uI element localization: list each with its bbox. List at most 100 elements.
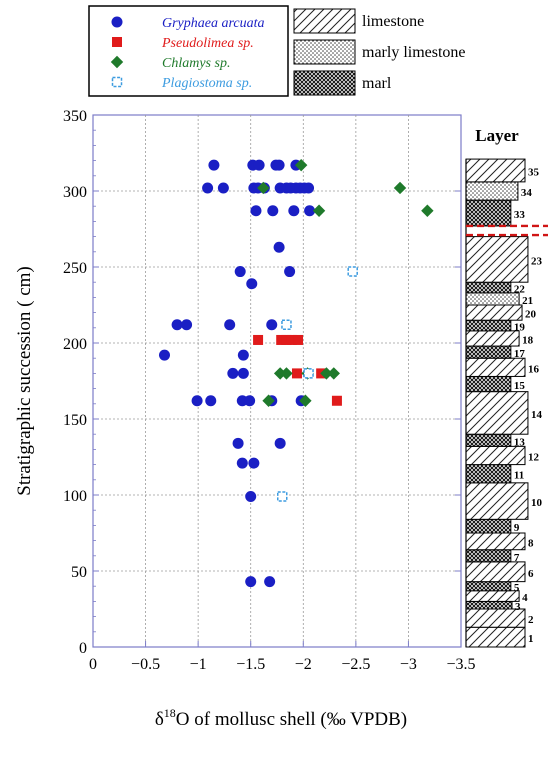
x-tick-label: −3.5 [446, 656, 475, 673]
point-gryphaea-arcuata [284, 266, 296, 278]
layer-number-4: 4 [522, 592, 528, 604]
y-tick-label: 0 [79, 640, 87, 657]
point-gryphaea-arcuata [273, 241, 285, 253]
layer-13: 13 [465, 433, 525, 448]
layer-bed-18 [465, 330, 520, 347]
point-gryphaea-arcuata [273, 159, 285, 171]
x-axis-label-superscript: 18 [164, 706, 176, 720]
layer-number-14: 14 [531, 409, 543, 421]
point-gryphaea-arcuata [237, 367, 249, 379]
legend-label-gryphaea-arcuata: Gryphaea arcuata [162, 16, 265, 31]
point-gryphaea-arcuata [253, 159, 265, 171]
x-tick-label: −1 [190, 656, 207, 673]
layer-bed-14 [465, 391, 529, 435]
point-gryphaea-arcuata [303, 182, 315, 194]
layer-11: 11 [465, 464, 524, 484]
layer-number-12: 12 [528, 451, 540, 463]
layer-bed-15 [465, 375, 512, 393]
layer-number-21: 21 [522, 295, 533, 307]
point-gryphaea-arcuata [264, 576, 276, 588]
point-gryphaea-arcuata [202, 182, 214, 194]
point-gryphaea-arcuata [224, 319, 236, 331]
layer-bed-12 [465, 445, 526, 466]
layer-bed-19 [465, 319, 512, 332]
lithology-legend-limestone: limestone [293, 8, 424, 34]
y-tick-label: 350 [63, 108, 87, 125]
layer-bed-22 [465, 281, 512, 294]
layer-number-34: 34 [521, 187, 533, 199]
point-gryphaea-arcuata [191, 395, 203, 407]
point-plagiostoma-sp [281, 319, 292, 331]
y-tick-label: 150 [63, 412, 87, 429]
point-pseudolimea-sp [276, 334, 287, 345]
layer-number-8: 8 [528, 537, 534, 549]
layer-16: 16 [465, 357, 540, 377]
point-pseudolimea-sp [281, 334, 292, 345]
grid [93, 115, 461, 647]
point-chlamys-sp [280, 367, 293, 380]
layer-number-5: 5 [514, 582, 520, 594]
legend-entry-pseudolimea-sp: Pseudolimea sp. [112, 36, 254, 51]
y-axis-label: Stratigraphic succession ( cm) [14, 266, 35, 496]
lithology-legend-marly-limestone: marly limestone [293, 39, 466, 65]
plot-frame [92, 114, 462, 648]
point-gryphaea-arcuata [237, 349, 249, 361]
axis-ticks: 0 −0.5 −1 −1.5 −2 −2.5 −3 −3.5 0 50 100 150 200 250 30… [63, 108, 476, 673]
layer-bed-35 [465, 158, 526, 183]
layer-bed-5 [465, 581, 512, 592]
layer-8: 8 [465, 532, 534, 551]
layer-number-7: 7 [514, 552, 520, 564]
layer-bed-3 [465, 600, 513, 610]
point-pseudolimea-sp [253, 334, 264, 345]
layer-number-11: 11 [514, 470, 524, 482]
point-chlamys-sp [320, 367, 333, 380]
point-chlamys-sp [327, 367, 340, 380]
layer-number-18: 18 [522, 334, 534, 346]
layer-number-22: 22 [514, 284, 526, 296]
lithology-label-marl: marl [362, 75, 392, 92]
point-gryphaea-arcuata [248, 457, 260, 469]
point-gryphaea-arcuata [245, 491, 257, 503]
plot-area: 0 −0.5 −1 −1.5 −2 −2.5 −3 −3.5 0 50 100 150 200 250 30… [63, 108, 476, 673]
point-gryphaea-arcuata [266, 319, 278, 331]
point-chlamys-sp [299, 394, 312, 407]
layer-number-9: 9 [514, 522, 520, 534]
layer-number-23: 23 [531, 255, 543, 267]
y-tick-label: 50 [71, 564, 87, 581]
point-chlamys-sp [273, 367, 287, 380]
point-chlamys-sp [312, 204, 326, 217]
x-tick-label: −2 [295, 656, 312, 673]
legend-marker-chlamys-sp [110, 55, 124, 69]
lithology-swatch-marl [293, 70, 356, 96]
layer-bed-13 [465, 433, 512, 447]
layer-bed-17 [465, 345, 512, 359]
layer-bed-11 [465, 464, 512, 484]
point-gryphaea-arcuata [208, 159, 220, 171]
layer-number-33: 33 [514, 209, 526, 221]
point-pseudolimea-sp [293, 334, 304, 345]
data-points [158, 158, 434, 588]
layer-number-1: 1 [528, 633, 534, 645]
layer-35: 35 [465, 158, 540, 183]
point-gryphaea-arcuata [245, 576, 257, 588]
x-tick-label: 0 [89, 656, 97, 673]
layer-bed-16 [465, 357, 526, 377]
layer-12: 12 [465, 445, 540, 466]
layer-bed-33 [465, 199, 512, 227]
layer-bed-21 [465, 292, 520, 306]
point-plagiostoma-sp [347, 266, 358, 277]
point-gryphaea-arcuata [227, 367, 239, 379]
point-chlamys-sp [294, 158, 308, 172]
layer-number-20: 20 [525, 309, 537, 321]
layer-14: 14 [465, 391, 543, 435]
point-gryphaea-arcuata [236, 457, 248, 469]
legend-entry-plagiostoma-sp: Plagiostoma sp. [111, 76, 252, 91]
layer-23: 23 [465, 236, 543, 283]
point-chlamys-sp [262, 394, 275, 407]
x-tick-label: −3 [400, 656, 417, 673]
x-tick-label: −0.5 [131, 656, 160, 673]
layer-number-19: 19 [514, 322, 526, 334]
layer-number-17: 17 [514, 348, 526, 360]
layer-bed-20 [465, 304, 523, 321]
layer-17: 17 [465, 345, 526, 360]
